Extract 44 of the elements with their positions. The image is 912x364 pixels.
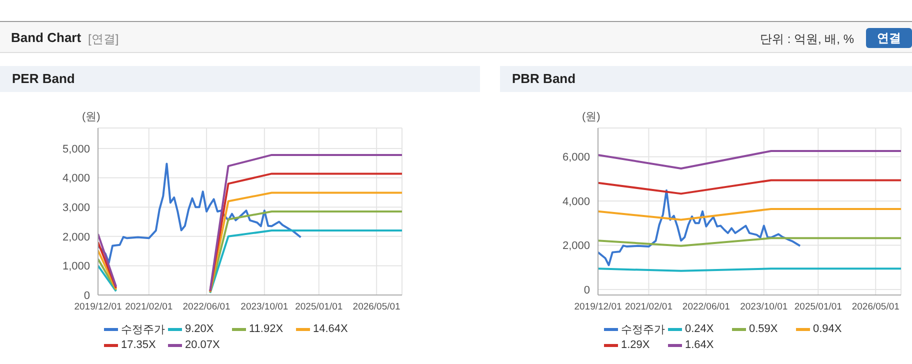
legend-label: 20.07X <box>185 339 220 351</box>
y-tick-label: 3,000 <box>62 202 90 214</box>
legend-label: 14.64X <box>313 323 348 335</box>
y-tick-label: 4,000 <box>562 196 590 208</box>
x-tick-label: 2026/05/01 <box>352 302 400 313</box>
chart-title: PBR Band <box>500 66 912 92</box>
legend-label: 0.94X <box>813 323 842 335</box>
legend-label: 0.24X <box>685 323 714 335</box>
y-tick-label: 0 <box>84 290 90 302</box>
y-tick-label: 2,000 <box>562 240 590 252</box>
text: [연결] <box>88 31 119 48</box>
x-tick-label: 2026/05/01 <box>852 302 900 313</box>
x-tick-label: 2023/10/01 <box>240 302 288 313</box>
x-tick-label: 2022/06/01 <box>182 302 230 313</box>
x-tick-label: 2021/02/01 <box>125 302 173 313</box>
chart-title: PER Band <box>0 66 480 92</box>
x-tick-label: 2019/12/01 <box>574 302 622 313</box>
line-series <box>598 189 802 266</box>
legend-label: 수정주가 <box>621 322 665 336</box>
y-tick-label: 4,000 <box>62 172 90 185</box>
legend-label: 1.64X <box>685 339 714 351</box>
x-tick-label: 2021/02/01 <box>624 302 672 313</box>
y-axis-title: (원) <box>582 110 600 124</box>
y-tick-label: 5,000 <box>62 143 90 156</box>
legend-label: 11.92X <box>249 323 284 335</box>
text: 단위 : 억원, 배, % <box>760 31 854 48</box>
x-tick-label: 2019/12/01 <box>74 302 122 313</box>
x-tick-label: 2025/01/01 <box>295 302 343 313</box>
y-tick-label: 2,000 <box>62 231 90 244</box>
text: 연결 <box>866 28 912 48</box>
legend-label: 9.20X <box>185 323 214 335</box>
line-series <box>98 162 302 264</box>
legend-label: 수정주가 <box>121 322 165 336</box>
y-tick-label: 1,000 <box>62 260 90 273</box>
x-tick-label: 2025/01/01 <box>794 302 842 313</box>
legend-label: 0.59X <box>749 323 778 335</box>
y-tick-label: 0 <box>584 284 590 296</box>
legend-label: 1.29X <box>621 339 650 351</box>
text: Band Chart <box>11 30 82 45</box>
legend-label: 17.35X <box>121 339 156 351</box>
x-tick-label: 2023/10/01 <box>740 302 788 313</box>
y-axis-title: (원) <box>82 110 100 124</box>
y-tick-label: 6,000 <box>562 152 590 164</box>
x-tick-label: 2022/06/01 <box>682 302 730 313</box>
